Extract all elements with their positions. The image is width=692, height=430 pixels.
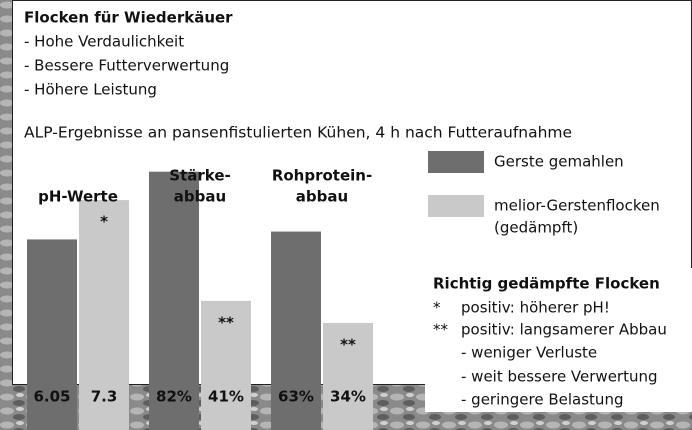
chart-title: Rohprotein-: [272, 167, 372, 185]
note-marker: *: [433, 299, 441, 317]
legend-swatch: [428, 195, 484, 217]
value-label: 34%: [330, 388, 366, 406]
chart-title: pH-Werte: [38, 188, 118, 206]
subtitle: ALP-Ergebnisse an pansenfistulierten Küh…: [24, 124, 572, 142]
note-text: positiv: höherer pH!: [461, 299, 610, 317]
annotation: **: [218, 313, 234, 331]
header-title: Flocken für Wiederkäuer: [24, 9, 233, 27]
chart-title: abbau: [174, 188, 226, 206]
value-label: 6.05: [33, 388, 70, 406]
legend-swatch: [428, 151, 484, 173]
infographic: Flocken für Wiederkäuer - Hohe Verdaulic…: [0, 0, 692, 430]
note-subitem: - weniger Verluste: [461, 344, 597, 362]
legend-label: melior-Gerstenflocken: [494, 197, 660, 215]
legend-label: Gerste gemahlen: [494, 153, 624, 171]
annotation: **: [340, 335, 356, 353]
header-point: - Hohe Verdaulichkeit: [24, 33, 184, 51]
header-point: - Bessere Futterverwertung: [24, 57, 229, 75]
note-subitem: - geringere Belastung: [461, 391, 623, 409]
note-text: positiv: langsamerer Abbau: [461, 321, 667, 339]
photo-strip: [0, 0, 12, 430]
note-marker: **: [433, 321, 449, 339]
notes-title: Richtig gedämpfte Flocken: [433, 275, 660, 293]
note-subitem: - weit bessere Verwertung: [461, 368, 658, 386]
annotation: *: [100, 213, 108, 231]
value-label: 7.3: [91, 388, 118, 406]
header-point: - Höhere Leistung: [24, 81, 157, 99]
chart-title: abbau: [296, 188, 348, 206]
chart-title: Stärke-: [169, 167, 230, 185]
value-label: 82%: [156, 388, 192, 406]
legend-label: (gedämpft): [494, 219, 578, 237]
value-label: 41%: [208, 388, 244, 406]
value-label: 63%: [278, 388, 314, 406]
